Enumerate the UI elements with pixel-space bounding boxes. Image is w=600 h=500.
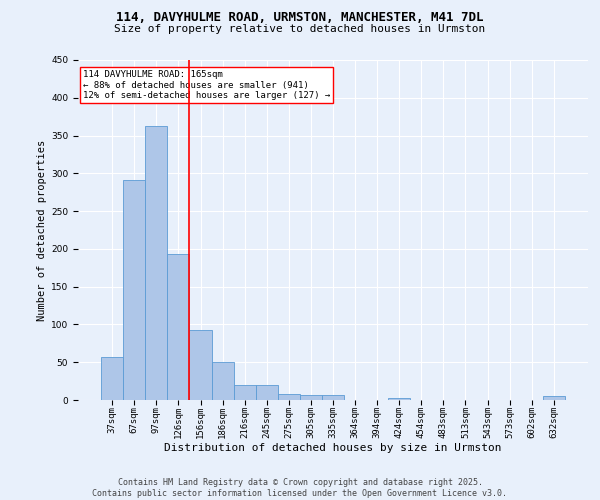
Bar	[278, 394, 300, 400]
Bar	[190, 330, 212, 400]
Text: 114 DAVYHULME ROAD: 165sqm
← 88% of detached houses are smaller (941)
12% of sem: 114 DAVYHULME ROAD: 165sqm ← 88% of deta…	[83, 70, 331, 100]
Bar	[167, 254, 190, 400]
Bar	[212, 362, 233, 400]
Bar	[233, 385, 256, 400]
Bar	[256, 385, 278, 400]
Bar	[300, 394, 322, 400]
Y-axis label: Number of detached properties: Number of detached properties	[37, 140, 47, 320]
Bar	[123, 180, 145, 400]
Bar	[543, 396, 565, 400]
Text: 114, DAVYHULME ROAD, URMSTON, MANCHESTER, M41 7DL: 114, DAVYHULME ROAD, URMSTON, MANCHESTER…	[116, 11, 484, 24]
Text: Contains HM Land Registry data © Crown copyright and database right 2025.
Contai: Contains HM Land Registry data © Crown c…	[92, 478, 508, 498]
Bar	[322, 396, 344, 400]
Bar	[388, 398, 410, 400]
Text: Size of property relative to detached houses in Urmston: Size of property relative to detached ho…	[115, 24, 485, 34]
Bar	[101, 357, 123, 400]
Bar	[145, 126, 167, 400]
X-axis label: Distribution of detached houses by size in Urmston: Distribution of detached houses by size …	[164, 442, 502, 452]
